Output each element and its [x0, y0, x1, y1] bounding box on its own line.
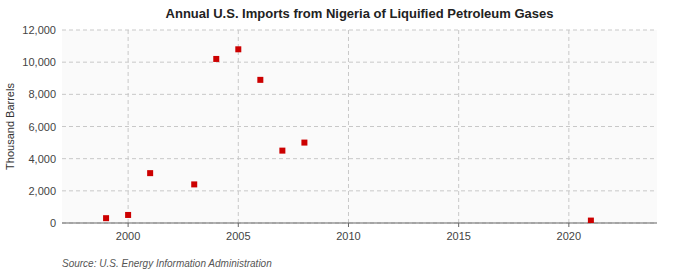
y-tick-label: 12,000 [22, 24, 56, 36]
y-tick-label: 4,000 [28, 153, 56, 165]
y-tick-label: 10,000 [22, 56, 56, 68]
x-tick [348, 223, 349, 227]
x-grid-line [458, 30, 459, 223]
x-tick [128, 223, 129, 227]
chart-container: Annual U.S. Imports from Nigeria of Liqu… [0, 0, 675, 275]
point [103, 215, 109, 221]
y-tick-label: 0 [50, 217, 56, 229]
y-tick-label: 8,000 [28, 88, 56, 100]
point [235, 46, 241, 52]
chart-svg: Annual U.S. Imports from Nigeria of Liqu… [0, 0, 675, 275]
grid [62, 30, 657, 223]
x-axis-line [62, 223, 657, 224]
y-axis-label: Thousand Barrels [4, 83, 16, 170]
y-tick-label: 2,000 [28, 185, 56, 197]
plot-background [62, 30, 657, 223]
y-grid-line [62, 126, 657, 127]
point [257, 77, 263, 83]
y-grid-line [62, 30, 657, 31]
y-tick-label: 6,000 [28, 121, 56, 133]
x-tick-label: 2000 [116, 230, 140, 242]
x-tick [238, 223, 239, 227]
point [191, 181, 197, 187]
point [588, 218, 594, 223]
point [279, 148, 285, 154]
y-grid-line [62, 62, 657, 63]
points [103, 46, 594, 223]
x-grid-line [238, 30, 239, 223]
x-tick-label: 2015 [446, 230, 470, 242]
title: Annual U.S. Imports from Nigeria of Liqu… [166, 6, 554, 21]
x-grid-line [568, 30, 569, 223]
x-tick-label: 2010 [336, 230, 360, 242]
x-tick-label: 2005 [226, 230, 250, 242]
point [125, 212, 131, 218]
y-grid-line [62, 223, 657, 224]
y-grid-line [62, 190, 657, 191]
point [147, 170, 153, 176]
y-grid-line [62, 94, 657, 95]
y-grid-line [62, 158, 657, 159]
x-grid-line [128, 30, 129, 223]
point [301, 140, 307, 146]
x-tick [568, 223, 569, 227]
x-tick-label: 2020 [557, 230, 581, 242]
x-grid-line [348, 30, 349, 223]
point [213, 56, 219, 62]
x-tick [458, 223, 459, 227]
source-note: Source: U.S. Energy Information Administ… [62, 258, 272, 269]
